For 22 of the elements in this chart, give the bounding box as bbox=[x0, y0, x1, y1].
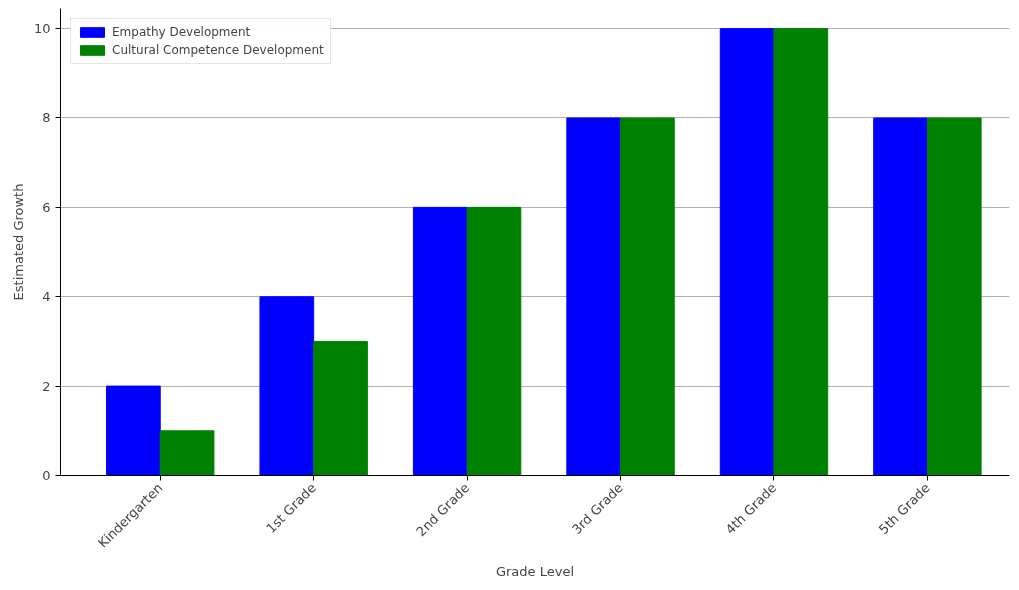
y-tick-label: 10 bbox=[33, 21, 51, 37]
legend-label: Cultural Competence Development bbox=[112, 43, 324, 57]
y-tick-label: 8 bbox=[42, 110, 51, 126]
bar bbox=[719, 28, 775, 476]
bar bbox=[313, 340, 368, 476]
bar bbox=[566, 117, 622, 476]
bar bbox=[926, 117, 982, 476]
bar bbox=[106, 385, 161, 476]
bar bbox=[620, 117, 675, 476]
bar bbox=[159, 430, 215, 476]
bar bbox=[259, 296, 315, 476]
x-axis-title: Grade Level bbox=[495, 563, 575, 579]
y-axis-title: Estimated Growth bbox=[10, 183, 26, 301]
bar bbox=[773, 28, 829, 476]
y-tick-label: 6 bbox=[42, 199, 51, 215]
bar bbox=[873, 117, 928, 476]
y-tick-label: 4 bbox=[42, 289, 51, 305]
legend-label: Empathy Development bbox=[112, 25, 251, 39]
bar bbox=[466, 206, 522, 476]
y-tick-label: 2 bbox=[42, 378, 51, 394]
y-tick-label: 0 bbox=[42, 468, 51, 483]
bar bbox=[412, 206, 468, 476]
